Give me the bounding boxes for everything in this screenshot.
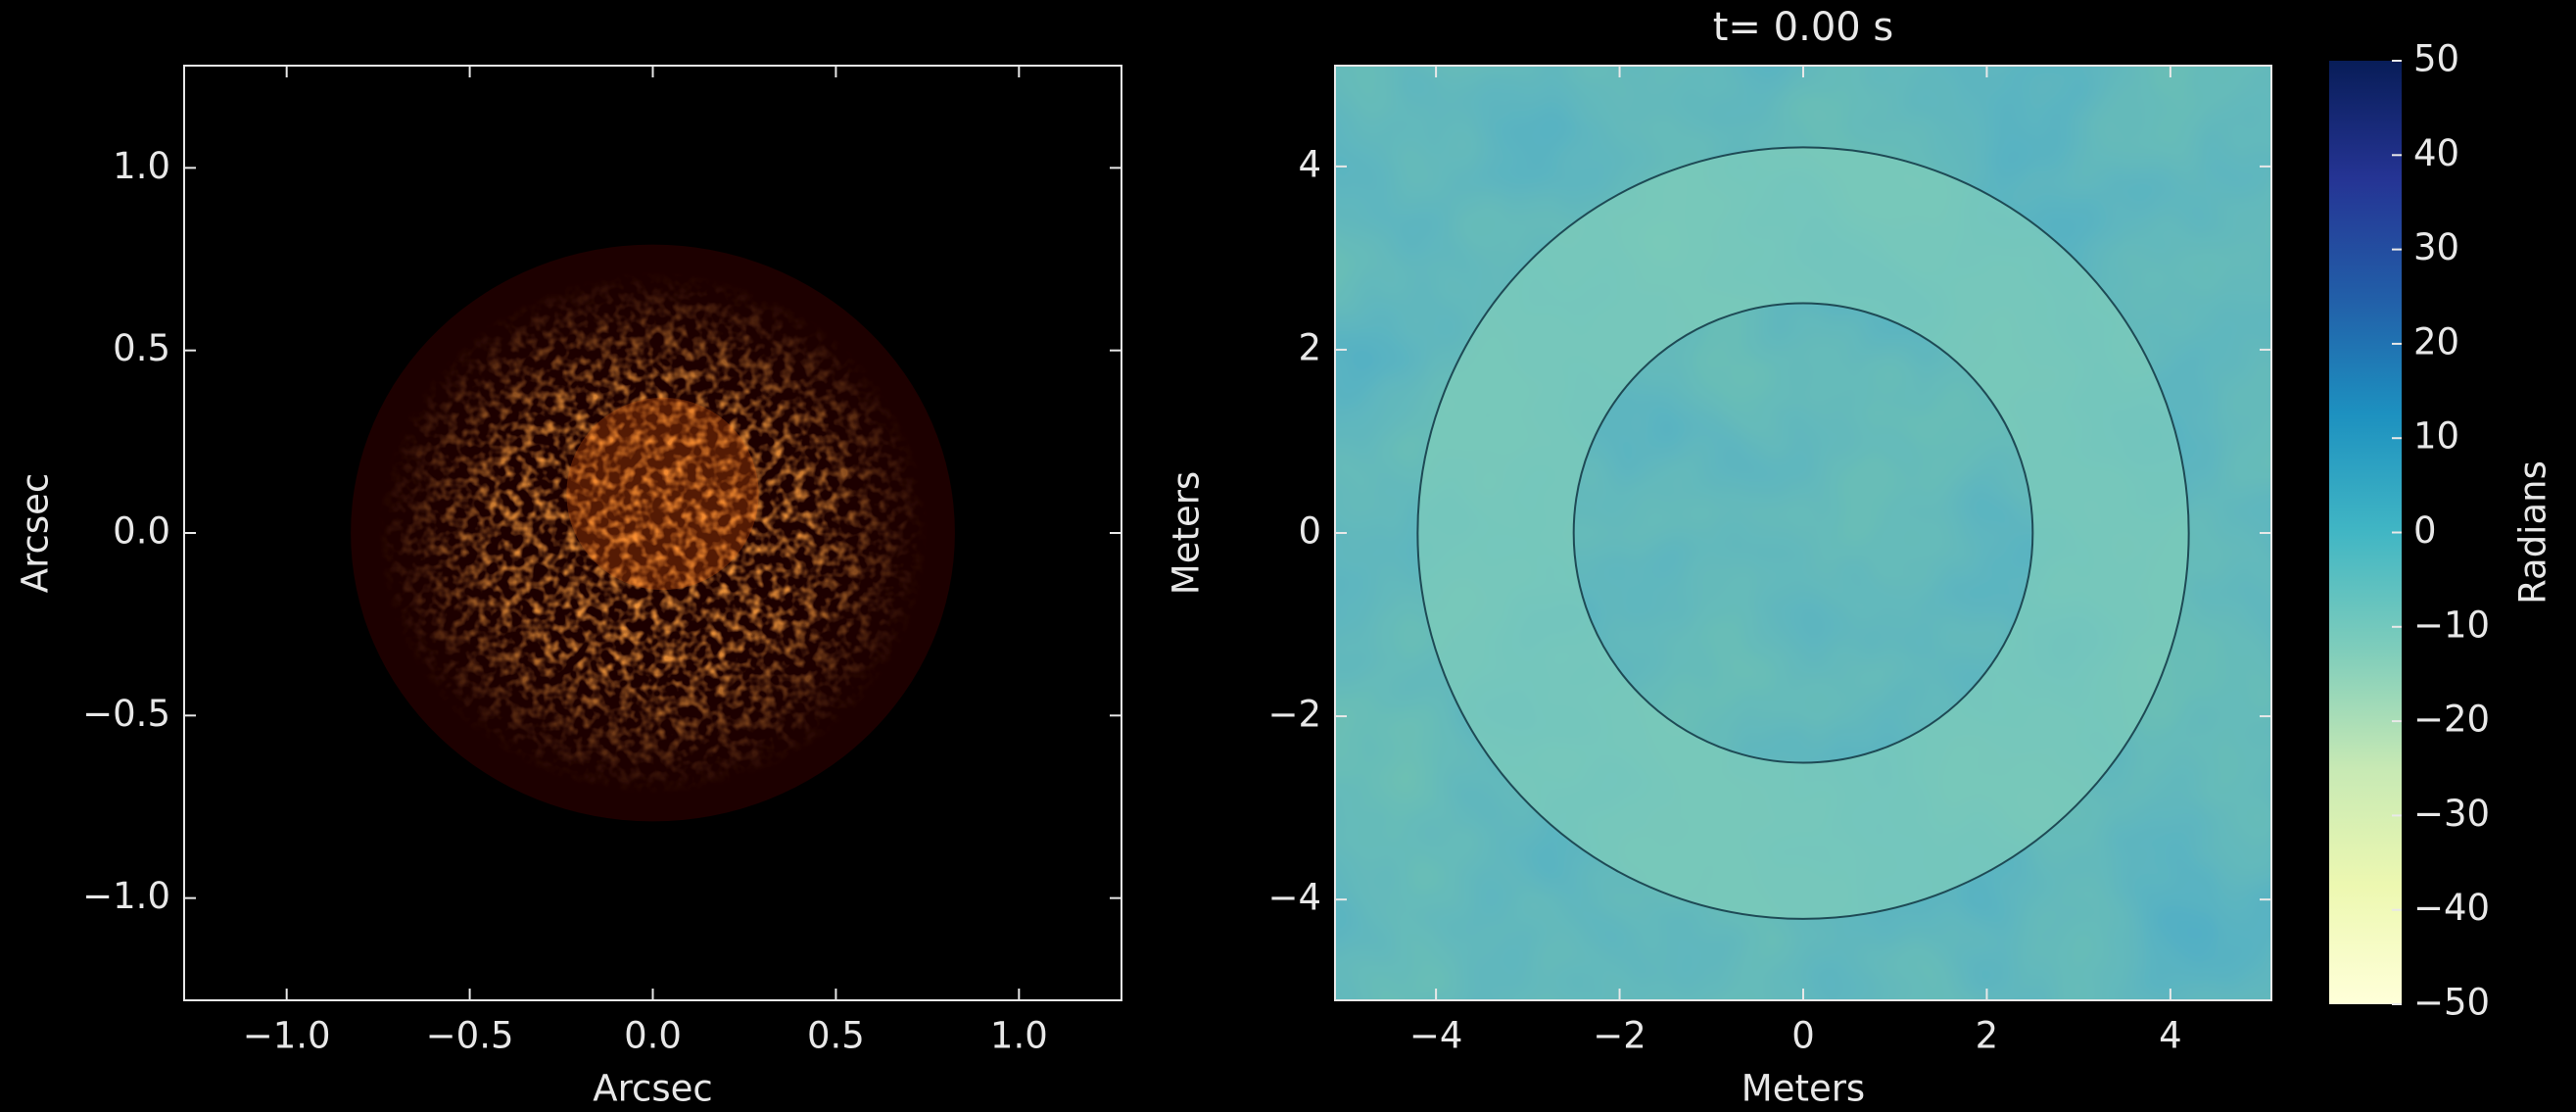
x-tick-label: 2	[1976, 1015, 1999, 1057]
colorbar-tick-label: 0	[2413, 509, 2437, 552]
figure: −1.0 −0.5 0.0 0.5 1.0 −1.0 −0.5 0.0 0.5 1.0 Arcsec…	[0, 0, 2576, 1112]
y-tick-label: −0.5	[82, 693, 170, 735]
x-tick-label: 4	[2159, 1015, 2182, 1057]
colorbar-tick-label: 30	[2413, 226, 2459, 268]
plots: −1.0 −0.5 0.0 0.5 1.0 −1.0 −0.5 0.0 0.5 1.0 Arcsec…	[15, 5, 2554, 1110]
y-tick-label: −4	[1267, 877, 1321, 919]
colorbar-tick-label: 10	[2413, 415, 2459, 458]
colorbar-tick-label: −10	[2413, 604, 2490, 646]
x-tick-label: −4	[1409, 1015, 1463, 1057]
page: −1.0 −0.5 0.0 0.5 1.0 −1.0 −0.5 0.0 0.5 1.0 Arcsec…	[0, 0, 2576, 1112]
colorbar-label: Radians	[2512, 460, 2554, 604]
y-tick-label: 0.0	[113, 510, 170, 553]
colorbar-tick-label: −20	[2413, 699, 2490, 741]
y-tick-label: 1.0	[113, 145, 170, 187]
colorbar-tick-label: 20	[2413, 320, 2459, 363]
colorbar	[2329, 61, 2402, 1004]
x-tick-label: 0	[1791, 1015, 1815, 1057]
x-tick-label: −2	[1593, 1015, 1646, 1057]
y-tick-label: 0	[1298, 510, 1321, 553]
y-axis-label: Meters	[1166, 471, 1208, 595]
y-tick-label: 0.5	[113, 327, 170, 369]
y-tick-label: 2	[1298, 326, 1321, 368]
x-tick-label: −0.5	[426, 1015, 514, 1057]
x-axis-label: Arcsec	[593, 1068, 712, 1110]
colorbar-tick-label: −40	[2413, 887, 2490, 929]
x-axis-label: Meters	[1741, 1068, 1865, 1110]
colorbar-tick-label: −30	[2413, 793, 2490, 835]
x-tick-label: 0.0	[624, 1015, 682, 1057]
y-axis-label: Arcsec	[15, 473, 57, 593]
psf-core	[566, 398, 758, 590]
colorbar-tick-label: 40	[2413, 132, 2459, 174]
x-tick-label: −1.0	[243, 1015, 331, 1057]
x-tick-label: 1.0	[990, 1015, 1048, 1057]
chart-title: t= 0.00 s	[1713, 5, 1894, 50]
y-tick-label: 4	[1298, 143, 1321, 185]
colorbar-tick-label: −50	[2413, 982, 2490, 1024]
y-tick-label: −1.0	[82, 875, 170, 917]
colorbar-tick-label: 50	[2413, 38, 2459, 80]
y-tick-label: −2	[1267, 694, 1321, 736]
x-tick-label: 0.5	[807, 1015, 865, 1057]
